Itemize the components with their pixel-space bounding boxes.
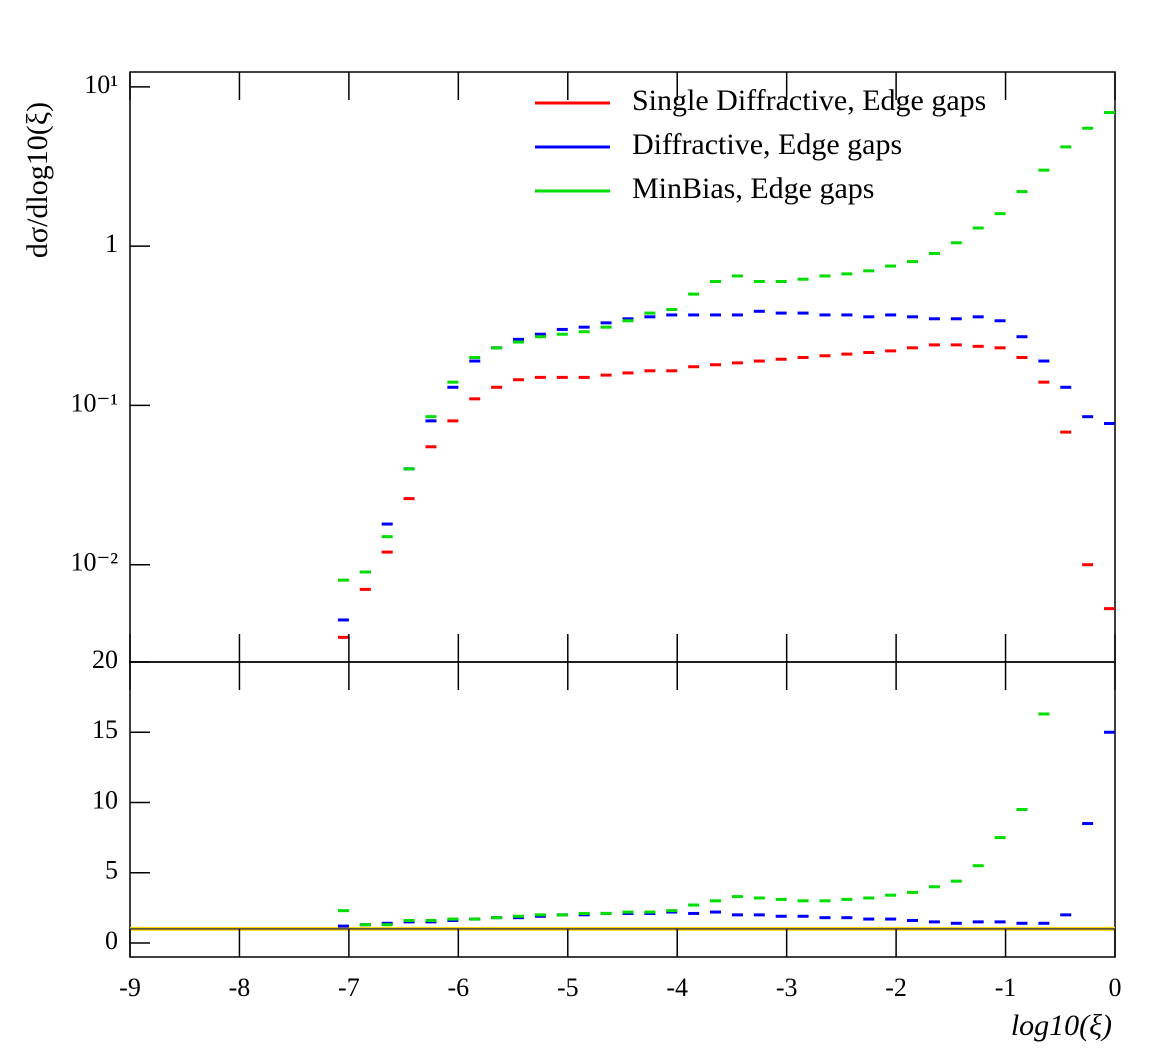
legend-label: Diffractive, Edge gaps	[632, 128, 902, 161]
x-tick-label: -3	[776, 973, 798, 1002]
legend-label: Single Diffractive, Edge gaps	[632, 84, 986, 117]
legend-label: MinBias, Edge gaps	[632, 172, 874, 205]
x-tick-label: -4	[666, 973, 688, 1002]
x-tick-label: -8	[229, 973, 251, 1002]
x-tick-label: -5	[557, 973, 579, 1002]
y-axis-label: dσ/dlog10(ξ)	[21, 102, 54, 258]
x-tick-label: -1	[995, 973, 1017, 1002]
y-tick-label: 1	[105, 229, 118, 258]
y-tick-label: 10⁻²	[70, 548, 118, 577]
y-tick-label: 10⁻¹	[70, 388, 118, 417]
x-axis-label: log10(ξ)	[1011, 1009, 1112, 1042]
y-tick-label: 5	[105, 856, 118, 885]
y-tick-label: 0	[105, 926, 118, 955]
x-tick-label: 0	[1109, 973, 1122, 1002]
top-frame	[129, 71, 1116, 663]
y-tick-label: 10	[92, 785, 118, 814]
y-tick-label: 20	[92, 645, 118, 674]
x-tick-label: -7	[338, 973, 360, 1002]
bottom-frame	[129, 661, 1116, 958]
x-tick-label: -2	[885, 973, 907, 1002]
x-tick-label: -9	[119, 973, 141, 1002]
y-tick-label: 10¹	[84, 70, 118, 99]
y-tick-label: 15	[92, 715, 118, 744]
x-tick-label: -6	[447, 973, 469, 1002]
